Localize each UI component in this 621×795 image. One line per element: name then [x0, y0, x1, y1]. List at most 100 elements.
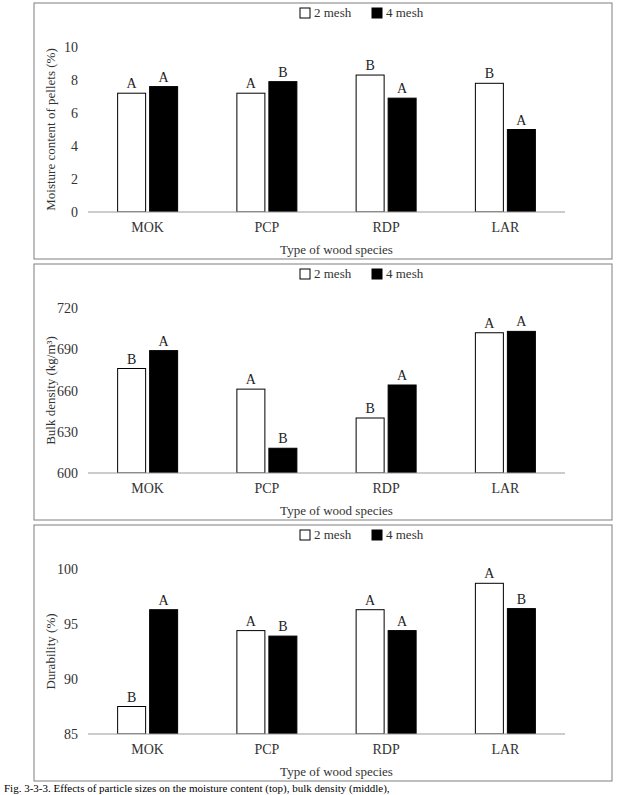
x-tick-label: RDP [373, 481, 400, 496]
significance-letter: A [365, 593, 376, 608]
legend-label: 4 mesh [386, 5, 424, 20]
significance-letter: A [397, 81, 408, 96]
bar [507, 331, 535, 473]
bar [118, 369, 146, 474]
y-tick [85, 308, 88, 309]
bar [507, 609, 535, 734]
y-tick-label: 690 [57, 342, 78, 357]
legend-label: 2 mesh [314, 527, 352, 542]
bar [150, 351, 178, 473]
bar [356, 75, 384, 212]
y-tick [85, 349, 88, 350]
legend-swatch [372, 530, 382, 540]
y-axis-label: Moisture content of pellets (%) [43, 48, 58, 210]
y-tick [85, 113, 88, 114]
significance-letter: A [127, 76, 138, 91]
legend-swatch [300, 530, 310, 540]
significance-letter: B [127, 690, 136, 705]
legend-swatch [372, 8, 382, 18]
y-tick [85, 624, 88, 625]
y-tick [85, 47, 88, 48]
bar [237, 631, 265, 734]
significance-letter: A [516, 314, 527, 329]
legend: 2 mesh 4 mesh [300, 5, 424, 20]
y-tick [85, 80, 88, 81]
legend-label: 2 mesh [314, 266, 352, 281]
bar [475, 333, 503, 473]
x-tick-label: LAR [491, 481, 520, 496]
x-axis-line [88, 212, 565, 213]
y-tick-label: 95 [64, 617, 78, 632]
bar [237, 389, 265, 473]
bar [475, 583, 503, 734]
significance-letter: A [246, 372, 257, 387]
y-tick-label: 660 [57, 384, 78, 399]
x-axis-label: Type of wood species [280, 242, 393, 257]
y-tick [85, 679, 88, 680]
letters: BABAABAA [127, 314, 527, 446]
x-tick-label: PCP [254, 220, 279, 235]
bars [118, 583, 536, 734]
y-tick [85, 431, 88, 432]
y-tick-label: 8 [71, 73, 78, 88]
y-tick [85, 390, 88, 391]
panel: 0246810Moisture content of pellets (%)AA… [34, 3, 612, 259]
y-tick-label: 4 [71, 139, 78, 154]
bar [118, 707, 146, 735]
legend-swatch [300, 269, 310, 279]
bar [269, 636, 297, 734]
bar [150, 87, 178, 212]
x-tick-label: MOK [131, 220, 164, 235]
bars [118, 75, 536, 212]
bar [356, 610, 384, 734]
significance-letter: A [159, 334, 170, 349]
bar [269, 82, 297, 212]
x-tick-label: LAR [491, 742, 520, 757]
significance-letter: A [397, 368, 408, 383]
significance-letter: A [159, 593, 170, 608]
bar [150, 610, 178, 734]
bar [507, 130, 535, 213]
y-axis-label: Durability (%) [43, 613, 58, 689]
y-axis-label: Bulk density (kg/m³) [43, 336, 58, 445]
significance-letter: B [365, 58, 374, 73]
bar [269, 448, 297, 473]
bar [475, 83, 503, 212]
bar [388, 98, 416, 212]
legend-swatch [372, 269, 382, 279]
y-tick [85, 212, 88, 213]
x-tick-label: PCP [254, 742, 279, 757]
bar [356, 418, 384, 473]
y-tick-label: 600 [57, 466, 78, 481]
figure: 0246810Moisture content of pellets (%)AA… [0, 0, 621, 795]
panel-frame [34, 525, 612, 781]
y-tick-label: 630 [57, 425, 78, 440]
significance-letter: B [278, 619, 287, 634]
y-tick-label: 90 [64, 672, 78, 687]
x-tick-label: MOK [131, 481, 164, 496]
significance-letter: A [246, 614, 257, 629]
legend-label: 4 mesh [386, 266, 424, 281]
significance-letter: B [278, 431, 287, 446]
bar [388, 385, 416, 473]
significance-letter: A [516, 113, 527, 128]
y-tick-label: 0 [71, 205, 78, 220]
y-tick-label: 85 [64, 727, 78, 742]
bars [118, 331, 536, 473]
x-tick-label: RDP [373, 220, 400, 235]
legend-swatch [300, 8, 310, 18]
significance-letter: A [397, 614, 408, 629]
letters: BAAAABAB [127, 566, 526, 704]
x-tick-label: LAR [491, 220, 520, 235]
significance-letter: A [159, 70, 170, 85]
panel-frame [34, 3, 612, 259]
bar [118, 93, 146, 212]
panel-frame [34, 264, 612, 520]
legend-label: 2 mesh [314, 5, 352, 20]
y-tick [85, 734, 88, 735]
bar [237, 93, 265, 212]
x-axis-line [88, 734, 565, 735]
x-tick-label: MOK [131, 742, 164, 757]
legend-label: 4 mesh [386, 527, 424, 542]
x-axis-label: Type of wood species [280, 503, 393, 518]
